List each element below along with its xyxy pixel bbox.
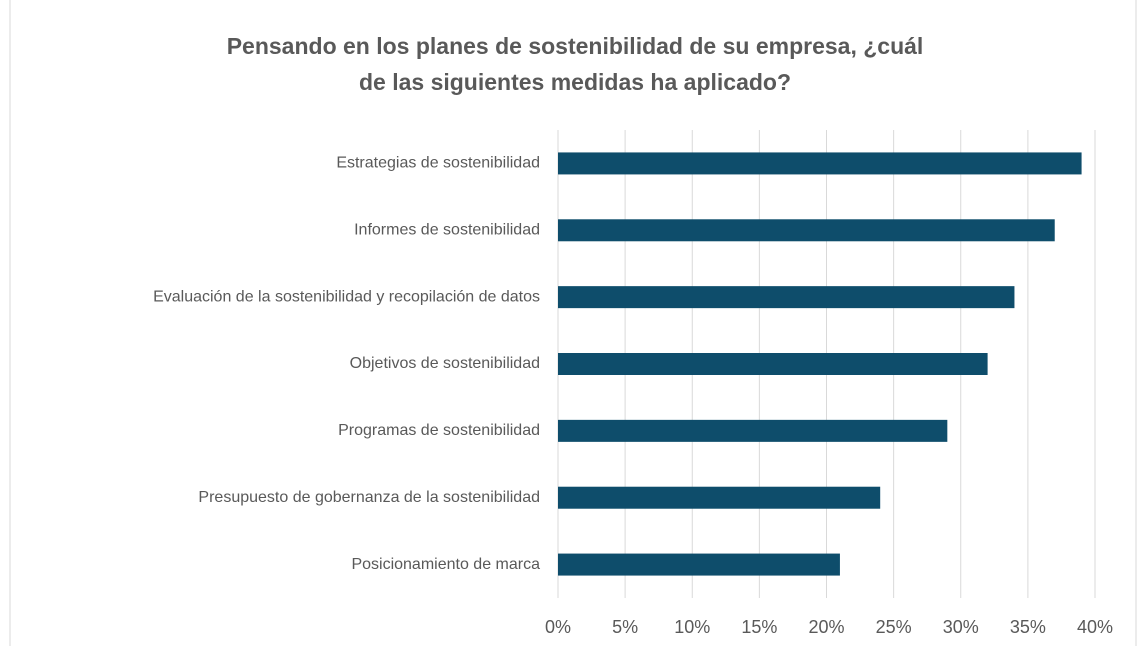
y-tick-label: Posicionamiento de marca — [351, 556, 540, 573]
x-tick-label: 25% — [876, 617, 912, 637]
bar — [558, 419, 948, 442]
bar — [558, 353, 988, 375]
x-tick-label: 20% — [808, 617, 844, 637]
chart-title: de las siguientes medidas ha aplicado? — [359, 69, 791, 95]
x-tick-label: 10% — [674, 617, 710, 637]
bar — [558, 553, 840, 576]
bar — [558, 152, 1082, 175]
y-tick-label: Informes de sostenibilidad — [354, 222, 540, 239]
y-tick-label: Estrategias de sostenibilidad — [336, 155, 540, 172]
x-tick-label: 5% — [612, 617, 638, 637]
y-tick-label: Objetivos de sostenibilidad — [350, 355, 540, 372]
bar — [558, 486, 881, 509]
x-tick-label: 0% — [545, 617, 571, 637]
bar — [558, 219, 1055, 242]
x-tick-label: 35% — [1010, 617, 1046, 637]
x-tick-label: 15% — [741, 617, 777, 637]
x-tick-label: 30% — [943, 617, 979, 637]
bar — [558, 286, 1015, 309]
y-tick-label: Presupuesto de gobernanza de la sostenib… — [198, 489, 540, 506]
y-tick-label: Evaluación de la sostenibilidad y recopi… — [153, 288, 540, 305]
x-tick-label: 40% — [1077, 617, 1113, 637]
y-tick-label: Programas de sostenibilidad — [338, 422, 540, 439]
chart-frame — [9, 0, 1137, 646]
chart-title: Pensando en los planes de sostenibilidad… — [227, 33, 924, 59]
